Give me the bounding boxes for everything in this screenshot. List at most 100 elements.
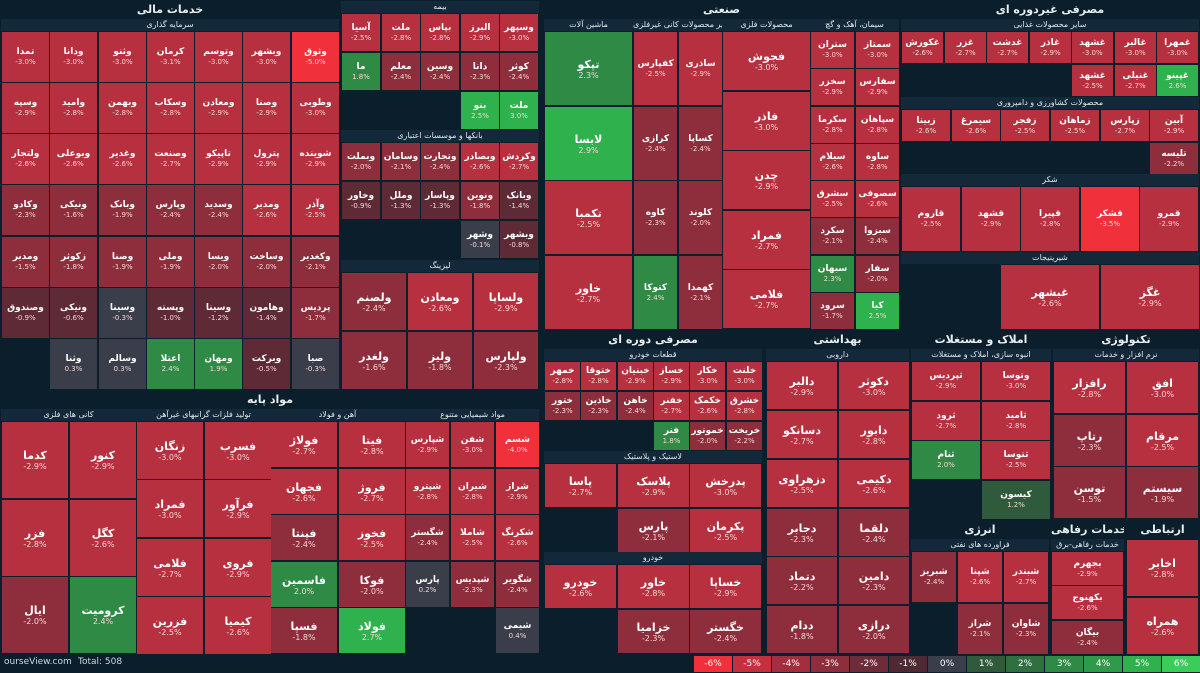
stock-tile[interactable]: فوکا -2.0% (338, 561, 405, 608)
stock-tile[interactable]: پارس -2.1% (617, 508, 690, 553)
stock-tile[interactable]: کفپارس -2.5% (633, 31, 678, 106)
stock-tile[interactable]: شاوان -2.3% (1003, 603, 1049, 654)
stock-tile[interactable]: خزامیا -2.3% (617, 609, 690, 654)
stock-tile[interactable]: فولاژ -2.7% (270, 421, 338, 468)
stock-tile[interactable]: ونوین -1.8% (460, 181, 500, 220)
stock-tile[interactable]: خاهن -2.4% (617, 391, 654, 421)
stock-tile[interactable]: غبشهر -2.6% (1000, 264, 1100, 329)
stock-tile[interactable]: فسپا -1.8% (270, 607, 338, 654)
stock-tile[interactable]: کرمان -3.1% (146, 31, 195, 83)
stock-tile[interactable]: خکار -3.0% (689, 361, 726, 391)
stock-tile[interactable]: فولاد 2.7% (338, 607, 405, 654)
stock-tile[interactable]: فروژ -2.7% (338, 468, 405, 515)
stock-tile[interactable]: سیمرغ -2.6% (951, 109, 1001, 142)
stock-tile[interactable]: فزرین -2.5% (136, 596, 204, 654)
stock-tile[interactable]: ونیکی -0.6% (49, 287, 98, 339)
stock-tile[interactable]: شسم -4.0% (495, 421, 539, 468)
stock-tile[interactable]: دکوثر -3.0% (838, 361, 909, 410)
stock-tile[interactable]: فروی -2.9% (204, 538, 271, 597)
stock-tile[interactable]: صبا -0.3% (291, 338, 339, 389)
stock-tile[interactable]: تکمبا -2.5% (544, 180, 633, 255)
stock-tile[interactable]: وهامون -1.4% (242, 287, 291, 339)
stock-tile[interactable]: سپاهان -2.8% (855, 106, 899, 144)
stock-tile[interactable]: لابسا 2.9% (544, 106, 633, 181)
stock-tile[interactable]: شوینده -2.9% (291, 133, 339, 185)
stock-tile[interactable]: ایال -2.0% (1, 576, 69, 654)
stock-tile[interactable]: وثنا 0.3% (49, 338, 98, 389)
stock-tile[interactable]: کیا 2.5% (855, 292, 899, 329)
stock-tile[interactable]: ساذری -2.9% (678, 31, 722, 106)
stock-tile[interactable]: خریخت -2.2% (726, 421, 762, 451)
stock-tile[interactable]: سیستم -1.9% (1126, 466, 1199, 519)
stock-tile[interactable]: کتوکا 2.4% (633, 255, 678, 329)
stock-tile[interactable]: تاپیکو -2.9% (194, 133, 243, 185)
stock-tile[interactable]: خساپا -2.9% (689, 564, 762, 609)
stock-tile[interactable]: خاور -2.7% (544, 255, 633, 329)
stock-tile[interactable]: سرود -1.7% (810, 292, 855, 329)
stock-tile[interactable]: فیتا -2.8% (338, 421, 405, 468)
stock-tile[interactable]: غپینو 2.6% (1156, 64, 1199, 97)
stock-tile[interactable]: وکغدیر -2.1% (291, 236, 339, 288)
stock-tile[interactable]: ثپردیس -2.9% (911, 361, 981, 401)
stock-tile[interactable]: فلامی -2.7% (136, 538, 204, 597)
stock-tile[interactable]: معلم -2.4% (381, 52, 421, 91)
stock-tile[interactable]: شپترو -2.8% (405, 468, 450, 515)
stock-tile[interactable]: وملل -1.3% (381, 181, 421, 220)
stock-tile[interactable]: وتوسا -3.0% (981, 361, 1051, 401)
stock-tile[interactable]: ددام -1.8% (766, 605, 838, 654)
stock-tile[interactable]: فپنتا -2.4% (270, 514, 338, 561)
stock-tile[interactable]: وبوعلی -2.6% (49, 133, 98, 185)
stock-tile[interactable]: فنر 1.8% (653, 421, 690, 451)
stock-tile[interactable]: خساز -2.9% (653, 361, 690, 391)
stock-tile[interactable]: دزهراوی -2.5% (766, 459, 838, 508)
stock-tile[interactable]: وامید -2.8% (49, 82, 98, 134)
stock-tile[interactable]: خکمک -2.6% (689, 391, 726, 421)
stock-tile[interactable]: شاملا -2.5% (450, 514, 495, 561)
stock-tile[interactable]: وسپهر -3.0% (499, 13, 539, 52)
stock-tile[interactable]: وصنا -1.9% (98, 236, 147, 288)
stock-tile[interactable]: ثامید -2.8% (981, 401, 1051, 441)
stock-tile[interactable]: شراز -2.9% (495, 468, 539, 515)
stock-tile[interactable]: وبشهر -3.0% (242, 31, 291, 83)
stock-tile[interactable]: غاذر -2.9% (1029, 31, 1072, 64)
stock-tile[interactable]: وساخت -2.0% (242, 236, 291, 288)
stock-tile[interactable]: وبصادر -2.6% (460, 142, 500, 181)
stock-tile[interactable]: سصوفی -2.6% (855, 180, 899, 218)
stock-tile[interactable]: ولصنم -2.4% (341, 272, 407, 331)
stock-tile[interactable]: شپنا -2.6% (957, 551, 1003, 603)
stock-tile[interactable]: کروميت 2.4% (69, 576, 136, 654)
stock-tile[interactable]: وکادو -2.3% (1, 184, 50, 236)
stock-tile[interactable]: ولتجار -2.6% (1, 133, 50, 185)
stock-tile[interactable]: دامین -2.3% (838, 556, 909, 605)
stock-tile[interactable]: پلاسک -2.9% (617, 463, 690, 508)
stock-tile[interactable]: بیگان -2.4% (1051, 620, 1124, 654)
stock-tile[interactable]: فزر -2.8% (1, 499, 69, 577)
stock-tile[interactable]: سبهان 2.3% (810, 255, 855, 293)
stock-tile[interactable]: وطوبی -3.0% (291, 82, 339, 134)
stock-tile[interactable]: شبندر -2.7% (1003, 551, 1049, 603)
stock-tile[interactable]: قاروم -2.5% (901, 186, 961, 252)
stock-tile[interactable]: چدن -2.9% (722, 150, 811, 210)
stock-tile[interactable]: وپاسار -1.3% (420, 181, 460, 220)
stock-tile[interactable]: قپیرا -2.8% (1020, 186, 1080, 252)
stock-tile[interactable]: غزر -2.7% (944, 31, 987, 64)
stock-tile[interactable]: کهمدا -2.1% (678, 255, 722, 329)
stock-tile[interactable]: شیران -2.8% (450, 468, 495, 515)
stock-tile[interactable]: سخزر -2.9% (810, 68, 855, 106)
stock-tile[interactable]: بپاس -2.8% (420, 13, 460, 52)
stock-tile[interactable]: وسدید -2.4% (194, 184, 243, 236)
stock-tile[interactable]: تلیسه -2.2% (1149, 142, 1199, 175)
stock-tile[interactable]: خاور -2.8% (617, 564, 690, 609)
stock-tile[interactable]: افق -3.0% (1126, 361, 1199, 414)
stock-tile[interactable]: وسپه -2.9% (1, 82, 50, 134)
stock-tile[interactable]: وآذر -2.5% (291, 184, 339, 236)
stock-tile[interactable]: ولیز -1.8% (407, 331, 473, 389)
stock-tile[interactable]: دابور -2.8% (838, 410, 909, 459)
stock-tile[interactable]: قشکر -3.5% (1080, 186, 1140, 252)
stock-tile[interactable]: ومدیر -2.6% (242, 184, 291, 236)
stock-tile[interactable]: ودانا -3.0% (49, 31, 98, 83)
stock-tile[interactable]: ستران -3.0% (810, 31, 855, 69)
stock-tile[interactable]: ویسا -2.0% (194, 236, 243, 288)
stock-tile[interactable]: پارس 0.2% (405, 561, 450, 608)
stock-tile[interactable]: ومهان 1.9% (194, 338, 243, 389)
